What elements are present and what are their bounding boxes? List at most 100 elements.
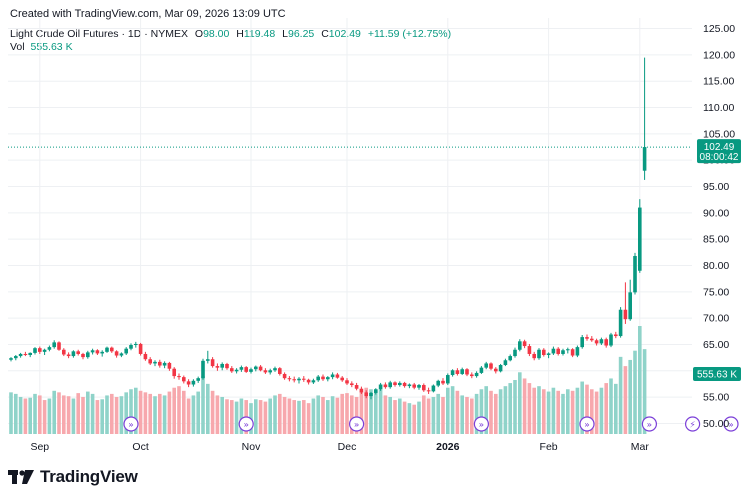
volume-bar [292, 400, 296, 434]
volume-bar [225, 399, 229, 434]
volume-bar [426, 398, 431, 434]
candle-body [268, 370, 272, 373]
candle-body [292, 379, 296, 381]
candle-body [494, 368, 498, 372]
volume-bar [388, 396, 392, 434]
future-event-marker-icon[interactable] [723, 416, 739, 432]
y-tick-label: 115.00 [703, 76, 734, 88]
volume-bar [551, 387, 556, 434]
candle-body [273, 368, 277, 371]
candle-body [33, 348, 37, 353]
volume-bar [378, 389, 383, 434]
candle-body [556, 348, 560, 354]
candle-body [302, 378, 306, 380]
open-label: O [194, 28, 204, 40]
candle-body [378, 384, 383, 390]
candle-body [465, 369, 469, 375]
volume-bar [52, 390, 56, 434]
volume-bar [446, 387, 450, 434]
volume-bar [282, 396, 287, 434]
volume-bar [441, 396, 445, 434]
candle-body [311, 380, 316, 383]
volume-bar [599, 387, 604, 434]
candle-body [172, 368, 176, 377]
candle-body [287, 378, 292, 380]
volume-bar [234, 401, 239, 434]
last-price-tag [697, 139, 741, 164]
event-flash-icon[interactable] [684, 416, 701, 432]
volume-bar [350, 395, 354, 434]
volume-bar [76, 393, 80, 434]
volume-bar [220, 396, 224, 434]
volume-bar [95, 400, 100, 434]
y-tick-label: 120.00 [703, 49, 735, 61]
event-marker-icon[interactable] [579, 416, 595, 432]
candle-body [422, 385, 426, 391]
candle-body [594, 340, 599, 344]
volume-bar [628, 359, 632, 434]
x-tick-label: Dec [338, 441, 357, 453]
candle-body [110, 347, 114, 352]
candle-body [186, 381, 191, 385]
candle-body [220, 363, 224, 368]
volume-bar [172, 387, 176, 434]
candle-body [374, 389, 378, 393]
candle-body [167, 362, 172, 369]
candle-body [426, 390, 431, 392]
candle-body [537, 349, 541, 359]
tradingview-brand[interactable]: TradingView [8, 467, 138, 487]
volume-bar [196, 391, 200, 434]
candle-body [623, 309, 628, 320]
volume-bar [254, 399, 258, 434]
event-marker-icon[interactable] [473, 416, 489, 432]
candle-body [114, 351, 119, 356]
event-marker-icon-glyph: » [354, 421, 360, 431]
volume-bar [489, 390, 493, 434]
volume-bar [201, 376, 205, 434]
volume-bar [62, 395, 66, 434]
volume-bar [494, 393, 498, 434]
event-marker-icon[interactable] [641, 416, 658, 432]
candle-body [66, 354, 71, 357]
created-header: Created with TradingView.com, Mar 09, 20… [10, 8, 286, 20]
candle-body [326, 377, 330, 380]
volume-label[interactable]: Vol [10, 41, 25, 53]
volume-bar [398, 398, 402, 434]
candle-body [81, 353, 85, 358]
volume-bar [210, 390, 215, 434]
candle-body [239, 367, 244, 370]
volume-bar [374, 390, 378, 434]
candle-body [90, 350, 95, 353]
volume-bar [18, 396, 23, 434]
symbol-legend: Light Crude Oil Futures · 1D · NYMEX O98… [10, 28, 451, 40]
candle-body [398, 382, 402, 386]
volume-bar [28, 397, 32, 434]
x-tick-label: Feb [540, 441, 558, 453]
candle-body [590, 338, 594, 341]
event-marker-icon[interactable] [349, 416, 365, 432]
volume-bar [570, 390, 575, 434]
candle-body [354, 385, 359, 389]
volume-bar [153, 396, 157, 434]
candle-body [359, 388, 364, 393]
candle-body [282, 373, 287, 379]
volume-bar [287, 398, 292, 434]
y-tick-label: 90.00 [703, 207, 729, 219]
candle-body [566, 349, 570, 351]
candle-body [383, 384, 388, 388]
candle-body [129, 345, 133, 349]
event-marker-icon[interactable] [123, 416, 139, 432]
candle-body [278, 368, 282, 374]
candle-body [546, 353, 551, 356]
volume-bar [470, 398, 474, 434]
candle-body [316, 376, 320, 381]
volume-bar [585, 384, 589, 434]
symbol-name[interactable]: Light Crude Oil Futures · 1D · NYMEX [10, 28, 188, 40]
volume-bar [268, 398, 272, 434]
volume-bar [537, 386, 541, 434]
candle-body [585, 337, 589, 339]
candle-body [119, 353, 124, 356]
event-marker-icon[interactable] [238, 416, 254, 432]
candle-body [388, 382, 392, 388]
